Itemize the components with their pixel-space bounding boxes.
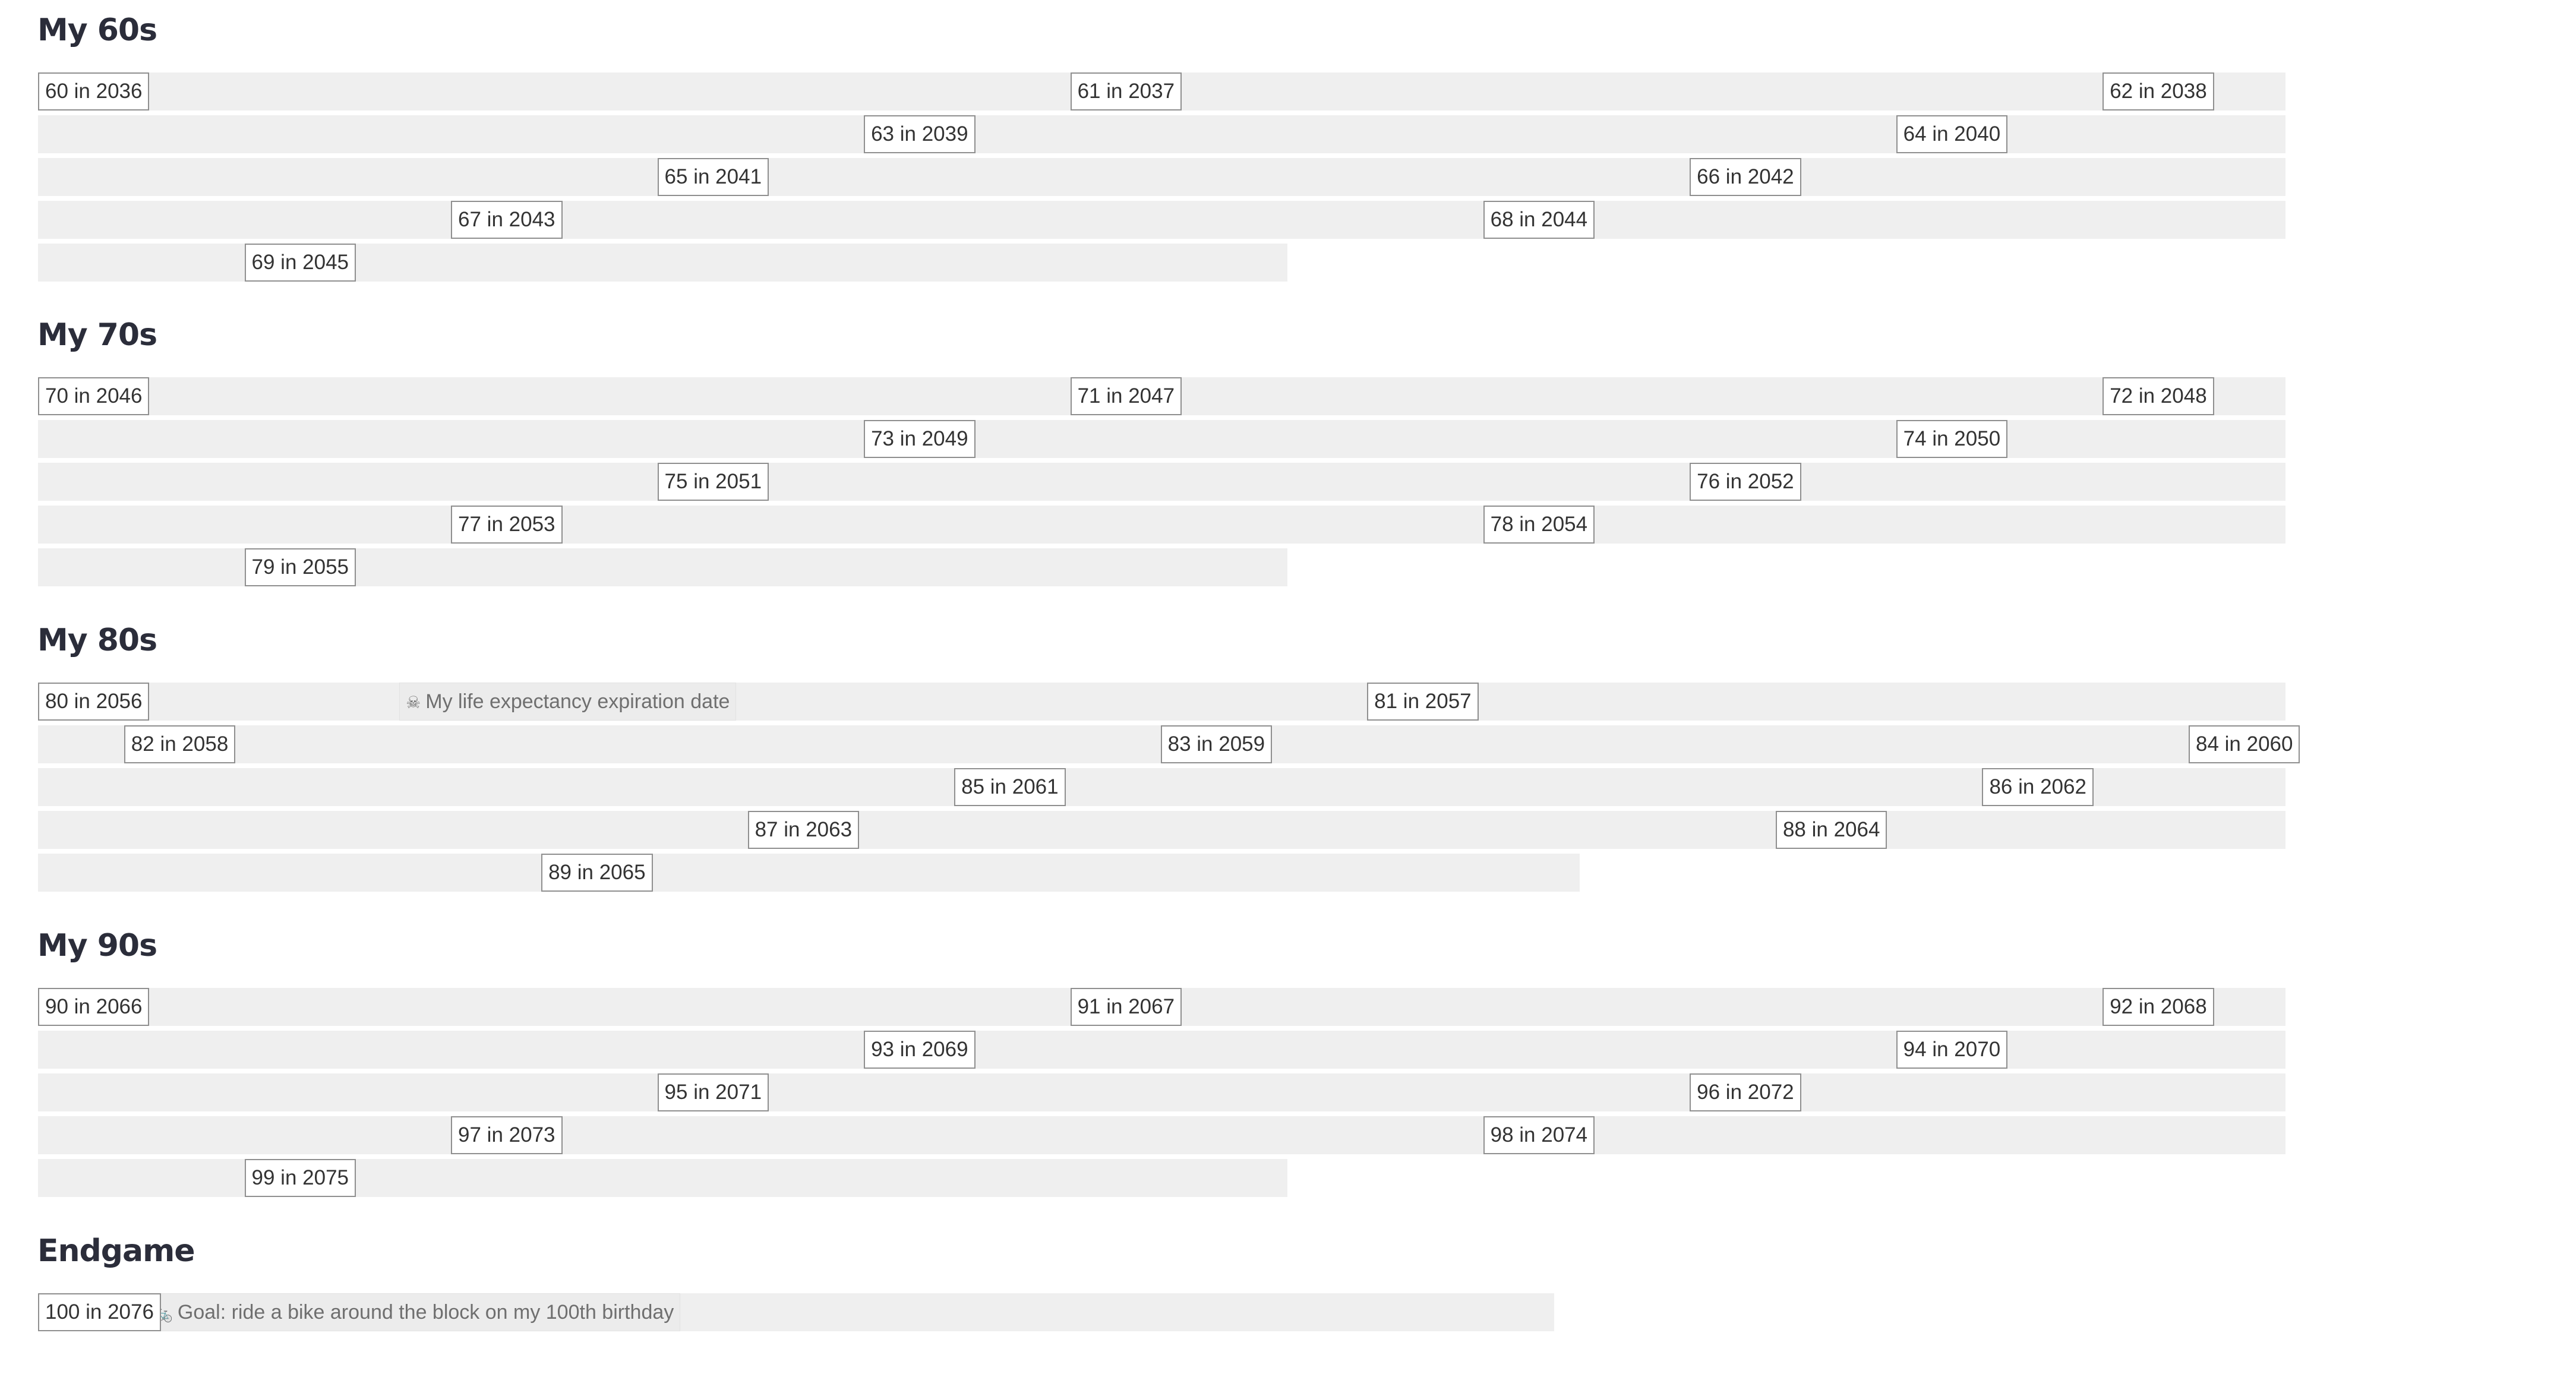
birthday-label[interactable]: 63 in 2039 (864, 115, 975, 153)
birthday-label[interactable]: 61 in 2037 (1071, 72, 1182, 110)
week-cell[interactable] (2271, 72, 2285, 110)
week-row: 69 in 2045 (38, 244, 1287, 282)
birthday-label[interactable]: 68 in 2044 (1483, 201, 1595, 239)
week-row: 60 in 2036 61 in 2037 62 in 2038 (38, 72, 2285, 110)
week-row: 63 in 2039 64 in 2040 (38, 115, 2285, 153)
birthday-label[interactable]: 62 in 2038 (2103, 72, 2214, 110)
week-cell[interactable] (2271, 158, 2285, 196)
birthday-label[interactable]: 64 in 2040 (1896, 115, 2007, 153)
birthday-label[interactable]: 67 in 2043 (451, 201, 562, 239)
birthday-label[interactable]: 65 in 2041 (658, 158, 769, 196)
week-row: 65 in 2041 66 in 2042 (38, 158, 2285, 196)
birthday-label[interactable]: 66 in 2042 (1690, 158, 1801, 196)
week-row: 67 in 2043 68 in 2044 (38, 201, 2285, 239)
section-title: My 60s (37, 15, 157, 46)
week-row: 70 in 2046 71 in 2047 72 in 2048 (38, 377, 2285, 415)
birthday-label[interactable]: 69 in 2045 (245, 244, 356, 282)
section-title: My 70s (37, 320, 157, 350)
week-cell[interactable] (2271, 115, 2285, 153)
birthday-label[interactable]: 60 in 2036 (38, 72, 149, 110)
week-cell[interactable] (2271, 201, 2285, 239)
week-cell[interactable] (1273, 244, 1287, 282)
